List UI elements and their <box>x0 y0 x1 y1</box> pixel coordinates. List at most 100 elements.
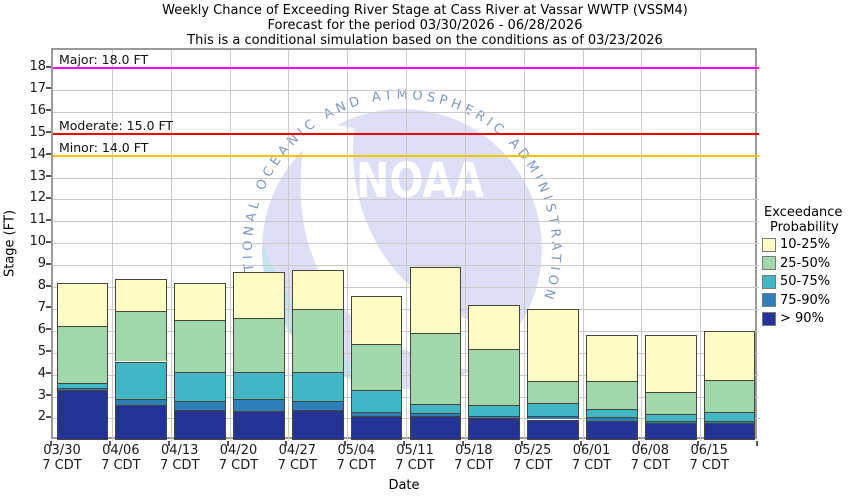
chart-title-line-1: Weekly Chance of Exceeding River Stage a… <box>162 3 688 18</box>
bar-segment-25-50- <box>703 380 756 412</box>
gridline-vertical <box>347 50 349 441</box>
bar-segment-50-75- <box>703 411 756 421</box>
x-tick-date: 05/04 <box>337 443 375 458</box>
legend-item: 10-25% <box>762 236 850 254</box>
legend-item-label: 25-50% <box>780 255 831 271</box>
legend-item: 50-75% <box>762 273 850 291</box>
bar-segment-50-75- <box>409 404 462 413</box>
gridline-vertical <box>170 50 172 441</box>
bar-segment-50-75- <box>644 414 697 421</box>
bar-segment--90- <box>586 420 638 441</box>
y-tick-label: 18 <box>29 59 46 74</box>
x-tick <box>579 441 582 446</box>
bar-segment-50-75- <box>586 408 638 418</box>
bar-segment--90- <box>468 418 521 441</box>
bar-segment-75-90- <box>468 416 521 419</box>
x-tick-label: 05/25 7 CDT <box>503 443 563 473</box>
x-tick <box>520 441 523 446</box>
x-tick-time: 7 CDT <box>277 458 318 473</box>
bar-segment-75-90- <box>527 416 579 420</box>
y-tick-label: 14 <box>29 146 46 162</box>
chart-title-line-3: This is a conditional simulation based o… <box>187 33 663 48</box>
legend-item-label: 10-25% <box>780 237 831 252</box>
legend-item-label: 75-90% <box>780 292 831 308</box>
bar-segment-10-25- <box>291 269 344 309</box>
bar-segment-10-25- <box>703 330 756 381</box>
y-tick <box>46 218 51 221</box>
bar-segment-50-75- <box>174 372 226 401</box>
bar-segment-50-75- <box>350 389 403 412</box>
bar-segment-25-50- <box>174 319 226 373</box>
legend-swatch <box>762 293 776 307</box>
y-tick-label: 4 <box>37 365 46 381</box>
bar-segment-50-75- <box>468 405 521 417</box>
threshold-label-major: Major: 18.0 FT <box>59 52 149 67</box>
y-tick-label: 3 <box>37 387 46 403</box>
legend-item: 25-50% <box>762 254 850 272</box>
y-tick <box>46 394 51 396</box>
y-tick-label: 11 <box>29 212 46 228</box>
legend-items: 10-25% 25-50% 50-75% 75-90% > 90% <box>762 236 850 328</box>
bar-segment-10-25- <box>409 267 462 333</box>
bar-segment--90- <box>56 389 109 441</box>
bar-segment-75-90- <box>233 398 285 411</box>
x-tick-date: 04/20 <box>219 443 258 458</box>
bar-segment--90- <box>527 419 579 441</box>
y-tick-label: 12 <box>29 190 46 206</box>
bar-segment-50-75- <box>527 403 579 417</box>
bar-segment-10-25- <box>174 282 226 320</box>
x-tick-date: 06/08 <box>631 443 670 458</box>
bar-segment-25-50- <box>56 326 109 384</box>
bars-layer <box>53 50 759 441</box>
x-tick-date: 04/13 <box>160 443 199 458</box>
x-tick-date: 05/11 <box>396 443 434 458</box>
threshold-line-major <box>53 67 759 69</box>
y-tick <box>46 415 51 418</box>
y-tick <box>46 65 51 68</box>
bar-segment-25-50- <box>644 392 697 414</box>
bar-segment-50-75- <box>115 361 168 399</box>
x-tick-time: 7 CDT <box>159 458 200 473</box>
x-tick <box>403 441 405 446</box>
x-tick-time: 7 CDT <box>101 458 141 473</box>
bar-segment-10-25- <box>233 271 285 318</box>
x-tick-time: 7 CDT <box>571 458 612 473</box>
x-tick-time: 7 CDT <box>395 458 435 473</box>
bar-segment--90- <box>350 416 403 441</box>
x-tick <box>344 441 347 446</box>
y-tick-label: 16 <box>29 102 46 118</box>
x-tick <box>638 441 641 446</box>
bar-segment--90- <box>115 405 168 441</box>
bar-segment-25-50- <box>350 343 403 390</box>
gridline-vertical <box>523 50 525 441</box>
bar-segment-75-90- <box>174 400 226 410</box>
bar-segment-10-25- <box>586 335 638 382</box>
bar-segment-10-25- <box>644 335 697 393</box>
bar-segment--90- <box>291 409 344 441</box>
x-tick-label: 05/18 7 CDT <box>444 443 504 473</box>
x-tick <box>226 441 229 446</box>
bar-segment--90- <box>644 422 697 441</box>
bar-segment-50-75- <box>233 372 285 399</box>
legend-swatch <box>762 274 776 289</box>
y-tick-label: 6 <box>37 321 46 337</box>
x-tick <box>697 441 700 446</box>
gridline-vertical <box>229 50 231 441</box>
x-tick-date: 06/01 <box>572 443 611 458</box>
legend-item: 75-90% <box>762 291 850 309</box>
y-tick <box>46 175 51 177</box>
x-tick-date: 05/25 <box>513 443 552 458</box>
legend: Exceedance Probability 10-25% 25-50% 50-75… <box>762 205 850 328</box>
chart-title-line-2: Forecast for the period 03/30/2026 - 06/… <box>267 18 583 33</box>
x-tick-time: 7 CDT <box>454 458 494 473</box>
x-tick <box>756 441 758 446</box>
y-tick <box>46 372 51 375</box>
gridline-vertical <box>406 50 407 441</box>
legend-swatch <box>762 256 776 270</box>
x-tick-label: 06/15 7 CDT <box>679 443 739 473</box>
x-tick-time: 7 CDT <box>630 458 671 473</box>
bar-segment-75-90- <box>703 420 756 423</box>
gridline-vertical <box>582 50 584 441</box>
threshold-label-minor: Minor: 14.0 FT <box>59 139 149 155</box>
